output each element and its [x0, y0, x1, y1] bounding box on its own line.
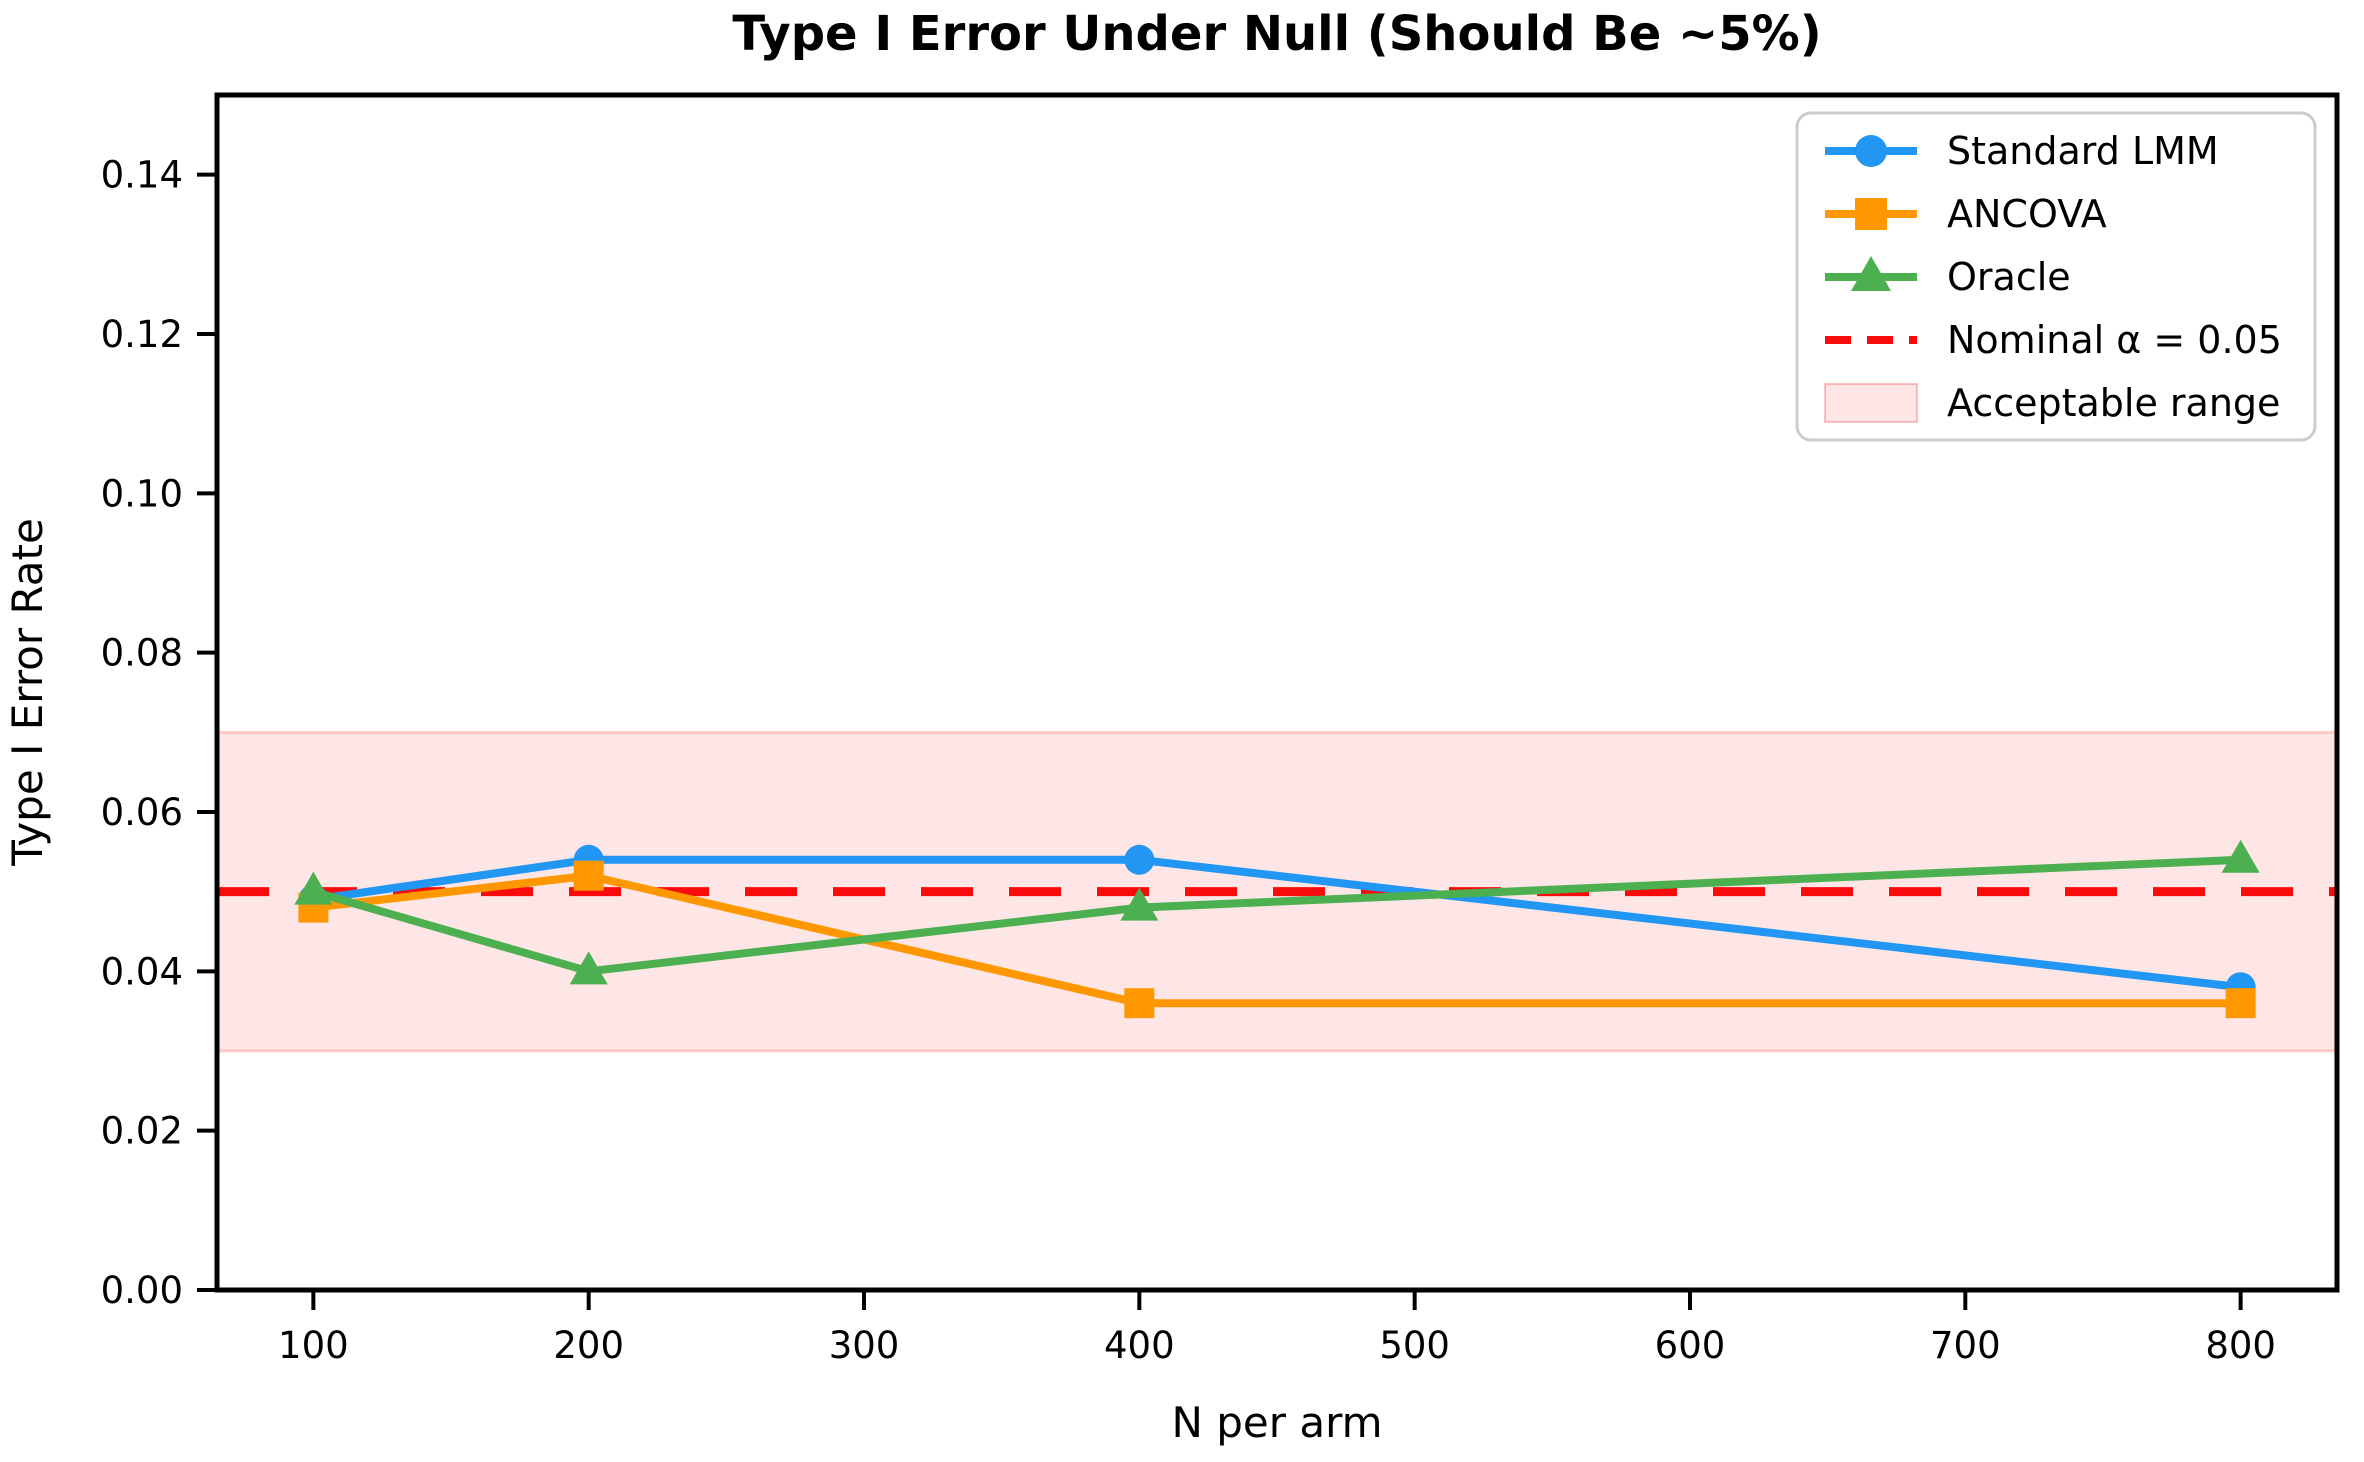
data-point-triangle	[1851, 256, 1891, 291]
y-tick-label: 0.04	[101, 950, 183, 993]
y-axis-label: Type I Error Rate	[3, 518, 52, 867]
y-tick-label: 0.10	[101, 472, 183, 515]
series-group	[294, 839, 2260, 1019]
data-point-triangle	[294, 871, 333, 905]
data-point-triangle	[569, 951, 608, 985]
x-tick-label: 300	[829, 1324, 900, 1367]
axes-spines-group	[214, 92, 2340, 1293]
legend-item-label: ANCOVA	[1947, 192, 2107, 236]
data-point-circle	[1124, 844, 1155, 875]
y-tick-label: 0.06	[101, 791, 183, 834]
axis-ticks-group: 100 200 300 400 500 600 700 800 0.00 0.02 0.04 0.06…	[101, 154, 2276, 1367]
data-point-square	[1855, 198, 1887, 230]
data-point-square	[2225, 988, 2256, 1019]
legend-item-oracle: Oracle	[1825, 255, 2071, 299]
legend-group: Standard LMM ANCOVA Oracle Nominal α = 0.05…	[1795, 111, 2317, 442]
legend-box	[1795, 111, 2317, 442]
y-tick-label: 0.08	[101, 632, 183, 675]
data-point-circle	[1855, 135, 1887, 167]
data-point-square	[573, 860, 604, 891]
x-tick-label: 600	[1655, 1324, 1726, 1367]
x-tick-label: 700	[1930, 1324, 2001, 1367]
y-tick-label: 0.14	[101, 154, 183, 197]
chart-title: Type I Error Under Null (Should Be ~5%)	[732, 6, 1821, 62]
x-tick-label: 400	[1104, 1324, 1175, 1367]
plot-border	[214, 92, 2340, 1293]
x-axis-label: N per arm	[1171, 1398, 1382, 1447]
legend-item-label: Standard LMM	[1947, 129, 2219, 173]
y-tick-label: 0.02	[101, 1110, 183, 1153]
data-point-square	[1124, 988, 1155, 1019]
legend-item-label: Oracle	[1947, 255, 2071, 299]
x-tick-label: 500	[1379, 1324, 1450, 1367]
data-point-triangle	[1120, 887, 1159, 921]
y-tick-label: 0.12	[101, 313, 183, 356]
legend-item-acceptable-range: Acceptable range	[1824, 381, 2280, 425]
legend-item-label: Acceptable range	[1947, 381, 2280, 425]
series-line	[309, 855, 2245, 992]
legend-patch-swatch	[1824, 383, 1918, 423]
x-tick-label: 800	[2205, 1324, 2276, 1367]
series-oracle	[294, 839, 2260, 985]
legend-item-standard-lmm: Standard LMM	[1825, 129, 2219, 173]
legend-item-ancova: ANCOVA	[1825, 192, 2107, 236]
x-tick-label: 200	[553, 1324, 624, 1367]
series-line	[309, 855, 2245, 976]
data-point-triangle	[2221, 839, 2260, 873]
x-tick-label: 100	[278, 1324, 349, 1367]
legend-item-nominal-0-05: Nominal α = 0.05	[1825, 318, 2282, 362]
legend-item-label: Nominal α = 0.05	[1947, 318, 2282, 362]
y-tick-label: 0.00	[101, 1269, 183, 1312]
